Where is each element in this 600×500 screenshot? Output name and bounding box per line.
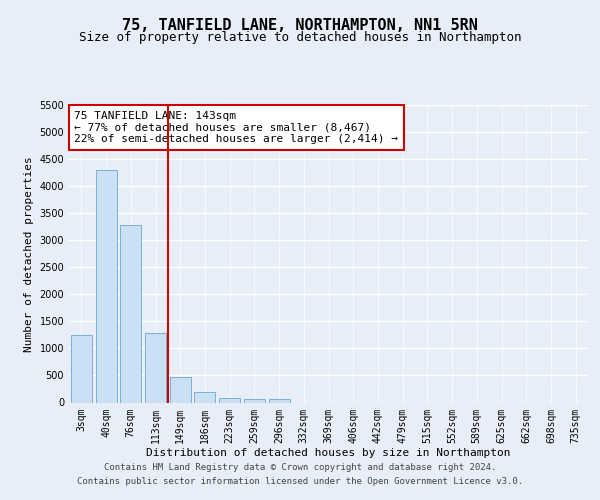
X-axis label: Distribution of detached houses by size in Northampton: Distribution of detached houses by size … bbox=[146, 448, 511, 458]
Bar bbox=[120, 225, 141, 402]
Bar bbox=[95, 170, 116, 402]
Bar bbox=[219, 398, 240, 402]
Text: Size of property relative to detached houses in Northampton: Size of property relative to detached ho… bbox=[79, 31, 521, 44]
Text: Contains public sector information licensed under the Open Government Licence v3: Contains public sector information licen… bbox=[77, 477, 523, 486]
Text: Contains HM Land Registry data © Crown copyright and database right 2024.: Contains HM Land Registry data © Crown c… bbox=[104, 464, 496, 472]
Y-axis label: Number of detached properties: Number of detached properties bbox=[24, 156, 34, 352]
Text: 75, TANFIELD LANE, NORTHAMPTON, NN1 5RN: 75, TANFIELD LANE, NORTHAMPTON, NN1 5RN bbox=[122, 18, 478, 32]
Bar bbox=[194, 392, 215, 402]
Bar bbox=[71, 335, 92, 402]
Bar bbox=[244, 398, 265, 402]
Bar bbox=[145, 334, 166, 402]
Bar bbox=[170, 376, 191, 402]
Bar bbox=[269, 400, 290, 402]
Text: 75 TANFIELD LANE: 143sqm
← 77% of detached houses are smaller (8,467)
22% of sem: 75 TANFIELD LANE: 143sqm ← 77% of detach… bbox=[74, 111, 398, 144]
